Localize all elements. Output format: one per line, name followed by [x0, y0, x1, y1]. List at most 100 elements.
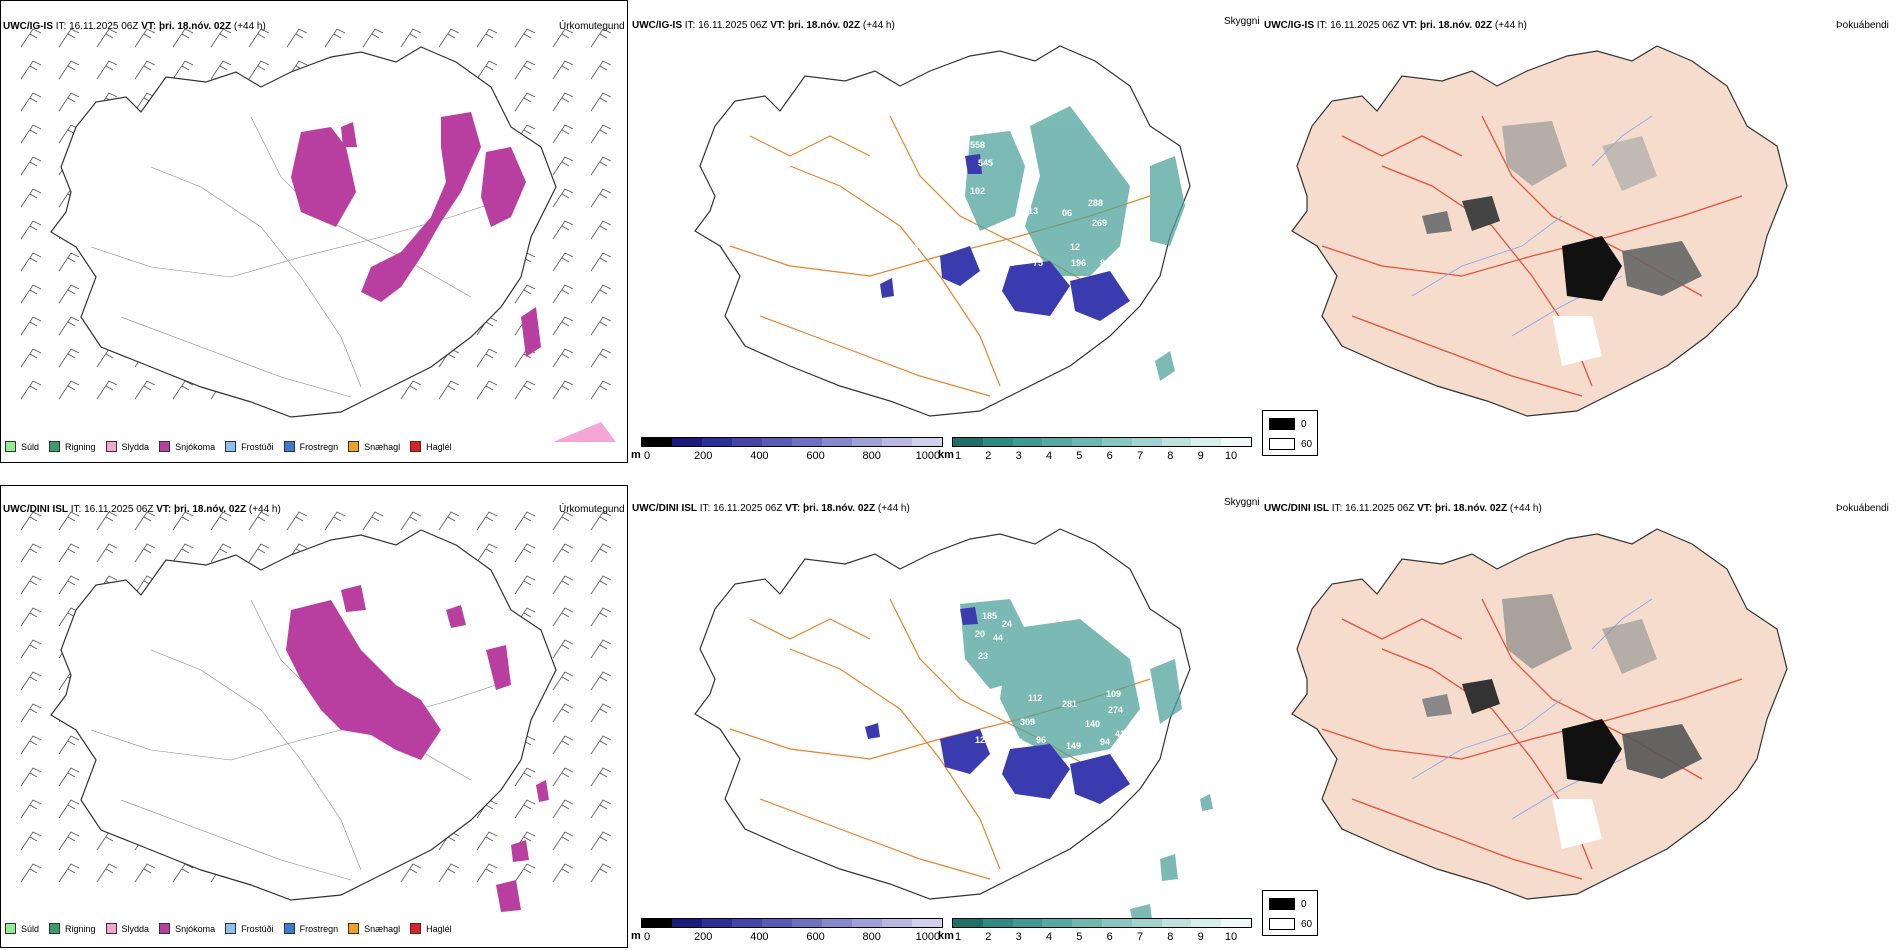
colorbar-tick-label: 10 [1224, 450, 1238, 462]
wind-barb [514, 767, 536, 787]
iceland-coastline [50, 46, 557, 418]
colorbar-segment [1131, 438, 1162, 446]
fog-legend-white [1269, 438, 1295, 450]
colorbar-segment [642, 438, 672, 446]
wind-barb [590, 252, 612, 272]
iceland-coastline [1291, 45, 1788, 417]
colorbar-segment [912, 919, 942, 927]
wind-barb [96, 863, 118, 883]
wind-barb [58, 284, 80, 304]
colorbar-segment [1191, 919, 1222, 927]
wind-barb [476, 60, 498, 80]
wind-barb [20, 703, 42, 723]
wind-barb [552, 124, 574, 144]
legend-label: Rigning [65, 441, 96, 452]
wind-barb [552, 316, 574, 336]
colorbar-segment [822, 919, 852, 927]
wind-barb [172, 60, 194, 80]
colorbar-segment [1161, 438, 1192, 446]
wind-barb [248, 60, 270, 80]
visibility-areas [965, 106, 1185, 381]
colorbar-segment [912, 438, 942, 446]
colorbar-segment [953, 919, 983, 927]
low-cloud-value: 146 [1008, 737, 1023, 747]
wind-barb [172, 380, 194, 400]
wind-barb [20, 92, 42, 112]
legend-label: Slydda [121, 923, 150, 934]
wind-barb [20, 863, 42, 883]
wind-barb [438, 380, 460, 400]
low-cloud-value: 5 [898, 244, 903, 254]
precip-type-panel-row1: UWC/IG-IS IT: 16.11.2025 06Z VT: þri. 18… [0, 0, 628, 463]
wind-barb [552, 671, 574, 691]
wind-barb [590, 92, 612, 112]
colorbar-segment [732, 919, 762, 927]
legend-swatch [410, 441, 422, 452]
colorbar-segment [792, 438, 822, 446]
wind-barb [552, 252, 574, 272]
wind-barb [552, 156, 574, 176]
fog-legend-label: 0 [1301, 419, 1307, 430]
wind-barb [552, 575, 574, 595]
wind-barb [20, 188, 42, 208]
colorbar-tick-label: 400 [750, 450, 769, 462]
legend-swatch [105, 923, 117, 934]
colorbar-tick-label: 4 [1045, 450, 1053, 462]
wind-barb [590, 735, 612, 755]
wind-barb [286, 511, 308, 531]
legend-label: Frostúði [241, 441, 274, 452]
wind-barb [476, 831, 498, 851]
wind-barb [58, 575, 80, 595]
wind-barb [590, 348, 612, 368]
wind-barb [20, 316, 42, 336]
colorbar-tick-label: 8 [1167, 450, 1174, 462]
low-cloud-value: 48 [1138, 253, 1148, 263]
legend-item: Súld [5, 441, 39, 452]
wind-barb [134, 511, 156, 531]
wind-barb [552, 92, 574, 112]
low-cloud-value: 75 [1033, 258, 1043, 268]
wind-barb [324, 28, 346, 48]
legend-item: Rigning [49, 923, 96, 934]
low-cloud-value: 155 [893, 721, 908, 731]
wind-barb [58, 92, 80, 112]
wind-barb [20, 575, 42, 595]
legend-swatch [105, 441, 117, 452]
panel-title: Skyggni [1224, 16, 1260, 27]
wind-barb [590, 316, 612, 336]
precip-type-panel-row2: UWC/DINI ISL IT: 16.11.2025 06Z VT: þri.… [0, 485, 628, 948]
panel-header: UWC/IG-IS IT: 16.11.2025 06Z VT: þri. 18… [3, 21, 266, 32]
wind-barb [552, 28, 574, 48]
wind-barb [514, 28, 536, 48]
legend-item: Slydda [105, 441, 149, 452]
wind-barb [514, 92, 536, 112]
wind-barb [590, 124, 612, 144]
low-cloud-value: 23 [978, 651, 988, 661]
legend-swatch [410, 923, 422, 934]
precip-type-legend: Súld Rigning Slydda Snjókoma Frostúði Frostre… [5, 441, 452, 452]
wind-barb [58, 863, 80, 883]
wind-barb [58, 348, 80, 368]
wind-barb [400, 380, 422, 400]
colorbar-segment [1161, 919, 1192, 927]
legend-swatch [49, 441, 61, 452]
wind-barb [476, 863, 498, 883]
legend-label: Haglél [426, 441, 452, 452]
colorbar-segment [882, 919, 912, 927]
panel-header: UWC/DINI ISL IT: 16.11.2025 06Z VT: þri.… [3, 504, 281, 515]
wind-barb [590, 220, 612, 240]
panel-title: Þokuábendi [1836, 503, 1889, 514]
wind-barb [20, 124, 42, 144]
legend-swatch [225, 923, 237, 934]
legend-item: Frostúði [225, 441, 274, 452]
colorbar-segment [822, 438, 852, 446]
wind-barb [20, 511, 42, 531]
wind-barb [438, 863, 460, 883]
colorbar-tick-label: 0 [643, 450, 651, 462]
legend-label: Frostregn [299, 441, 339, 452]
legend-swatch [159, 441, 171, 452]
wind-barb [590, 543, 612, 563]
wind-barb [476, 543, 498, 563]
colorbar-segment [762, 919, 792, 927]
